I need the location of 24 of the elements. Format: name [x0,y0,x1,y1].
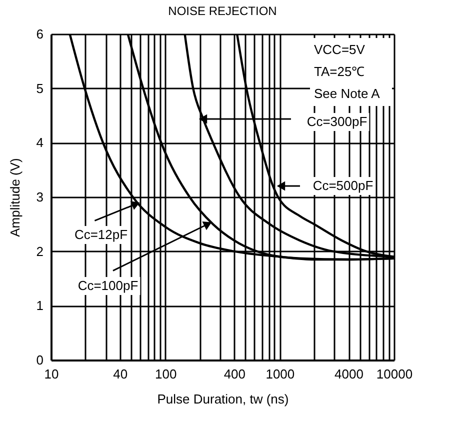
x-tick-label: 400 [224,366,246,382]
y-tick-label: 6 [36,26,44,42]
y-tick-label: 5 [36,80,44,96]
x-tick-label: 100 [154,366,177,382]
legend-label: Cc=500pF [312,178,374,193]
x-tick-label: 10 [44,366,59,382]
text: Cc=100pF [78,278,138,293]
y-tick-label: 2 [36,244,44,259]
annotation: See Note A [314,86,380,101]
y-tick-label: 4 [36,135,44,150]
x-tick-label: 40 [113,366,128,382]
y-tick-label: 1 [36,298,44,314]
x-axis-title: Pulse Duration, tw (ns) [157,392,289,406]
series-label: Cc=12pF [74,227,128,242]
y-tick-label: 0 [36,352,44,368]
x-tick-label: 10000 [376,366,413,382]
annotation: VCC=5V [314,42,366,57]
text: Cc=300pF [306,114,368,129]
annotation: TA=25℃ [314,64,365,79]
y-axis-title: Amplitude (V) [7,158,22,237]
chart-title: NOISE REJECTION [168,4,277,18]
y-tick-label: 3 [36,190,44,204]
x-tick-label: 4000 [334,366,364,382]
x-tick-label: 1000 [266,366,295,382]
